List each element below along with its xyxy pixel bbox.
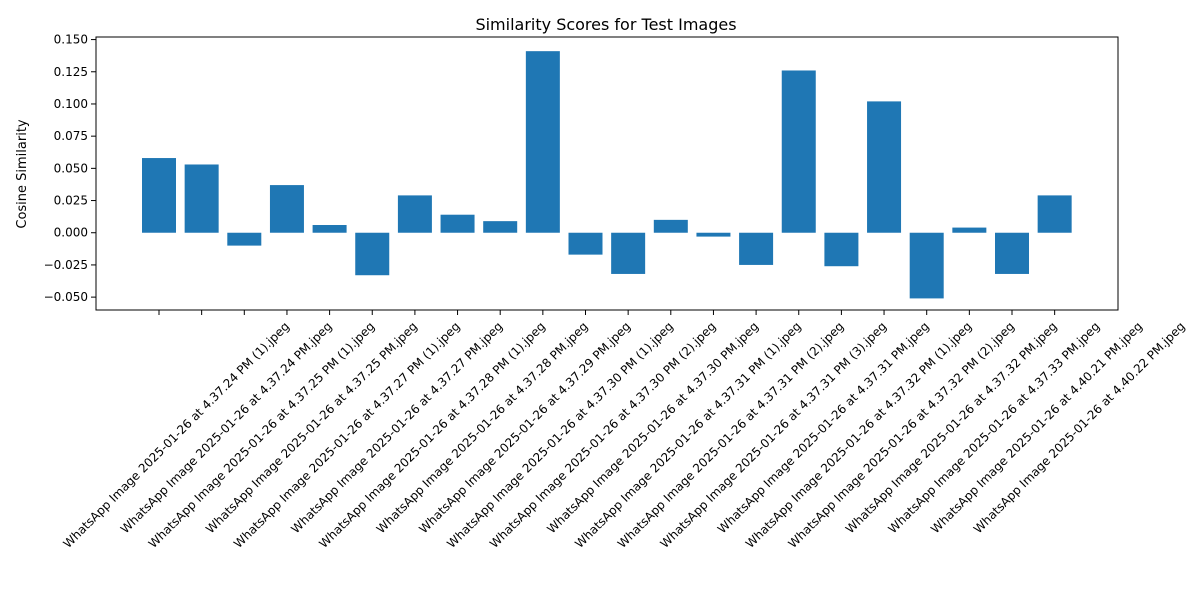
bar <box>1037 195 1072 233</box>
bar <box>952 227 987 233</box>
bar <box>440 214 475 233</box>
bar <box>269 185 304 233</box>
plot-area-frame <box>95 36 1119 311</box>
bar <box>568 232 603 255</box>
bar <box>611 232 646 274</box>
bar <box>909 232 944 299</box>
bar <box>525 51 560 233</box>
y-tick-label: −0.025 <box>44 258 88 272</box>
y-tick-label: 0.075 <box>54 129 88 143</box>
y-axis: −0.050 −0.025 0.000 0.025 0.050 0.075 0.100 0.1… <box>44 33 96 304</box>
bar <box>227 232 262 246</box>
bar <box>739 232 774 265</box>
bar <box>142 158 176 233</box>
y-tick-label: 0.025 <box>54 194 88 208</box>
x-axis: WhatsApp Image 2025-01-26 at 4.37.24 PM … <box>60 310 1188 551</box>
bar <box>483 221 518 233</box>
y-axis-title: Cosine Similarity <box>15 119 30 229</box>
bar <box>867 101 902 233</box>
y-tick-label: 0.000 <box>54 226 88 240</box>
y-tick-label: −0.050 <box>44 290 88 304</box>
bar <box>653 219 688 233</box>
bar <box>781 70 816 233</box>
bar <box>397 195 432 233</box>
y-tick-label: 0.050 <box>54 161 88 175</box>
chart-title: Similarity Scores for Test Images <box>475 15 736 34</box>
bar-series <box>142 51 1072 299</box>
bar <box>995 232 1029 274</box>
bar <box>312 225 347 233</box>
bar <box>184 164 219 233</box>
y-tick-label: 0.150 <box>54 33 88 47</box>
y-tick-label: 0.125 <box>54 65 88 79</box>
bar <box>696 232 731 237</box>
bar <box>824 232 859 267</box>
y-tick-label: 0.100 <box>54 97 88 111</box>
bar <box>355 232 390 276</box>
